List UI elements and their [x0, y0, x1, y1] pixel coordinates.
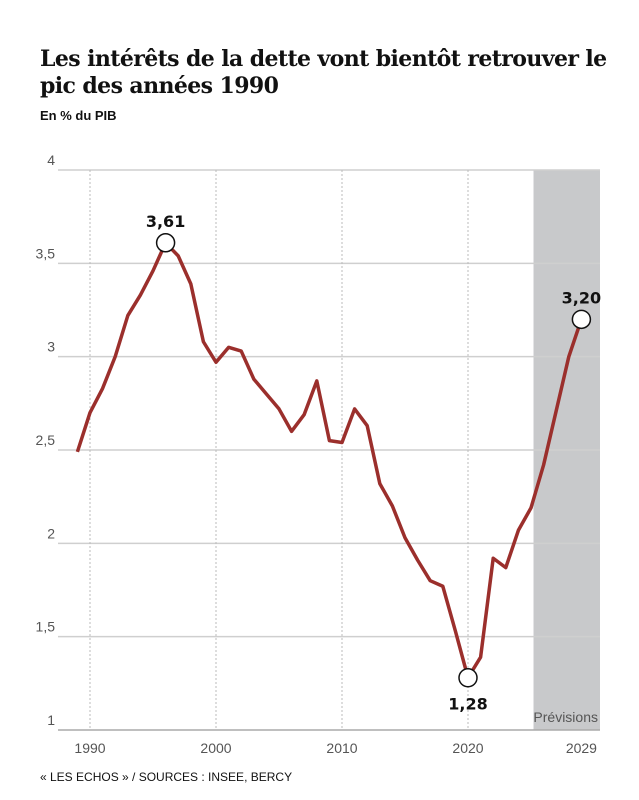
x-tick-label: 2020 — [452, 740, 483, 756]
data-label: 3,61 — [146, 212, 185, 231]
y-tick-label: 2,5 — [36, 432, 56, 448]
y-tick-label: 1 — [47, 712, 55, 728]
x-tick-label: 1990 — [74, 740, 105, 756]
y-tick-label: 3 — [47, 339, 55, 355]
series-line — [75, 241, 584, 680]
annotation-marker — [571, 309, 592, 330]
annotation-marker — [155, 233, 176, 253]
y-tick-label: 2 — [47, 525, 55, 541]
chart-subtitle: En % du PIB — [40, 108, 117, 123]
annotation-marker — [458, 667, 478, 688]
chart-title: Les intérêts de la dette vont bientôt re… — [40, 46, 607, 99]
x-tick-label: 2010 — [326, 740, 357, 756]
data-label: 3,20 — [562, 288, 601, 307]
y-tick-label: 4 — [47, 152, 55, 168]
forecast-label: Prévisions — [533, 709, 598, 725]
y-tick-label: 1,5 — [36, 619, 56, 635]
y-tick-label: 3,5 — [36, 245, 56, 261]
data-label: 1,28 — [448, 695, 487, 714]
x-tick-label: 2000 — [200, 740, 231, 756]
x-tick-label: 2029 — [566, 740, 597, 756]
chart-source: « LES ECHOS » / SOURCES : INSEE, BERCY — [40, 770, 293, 784]
